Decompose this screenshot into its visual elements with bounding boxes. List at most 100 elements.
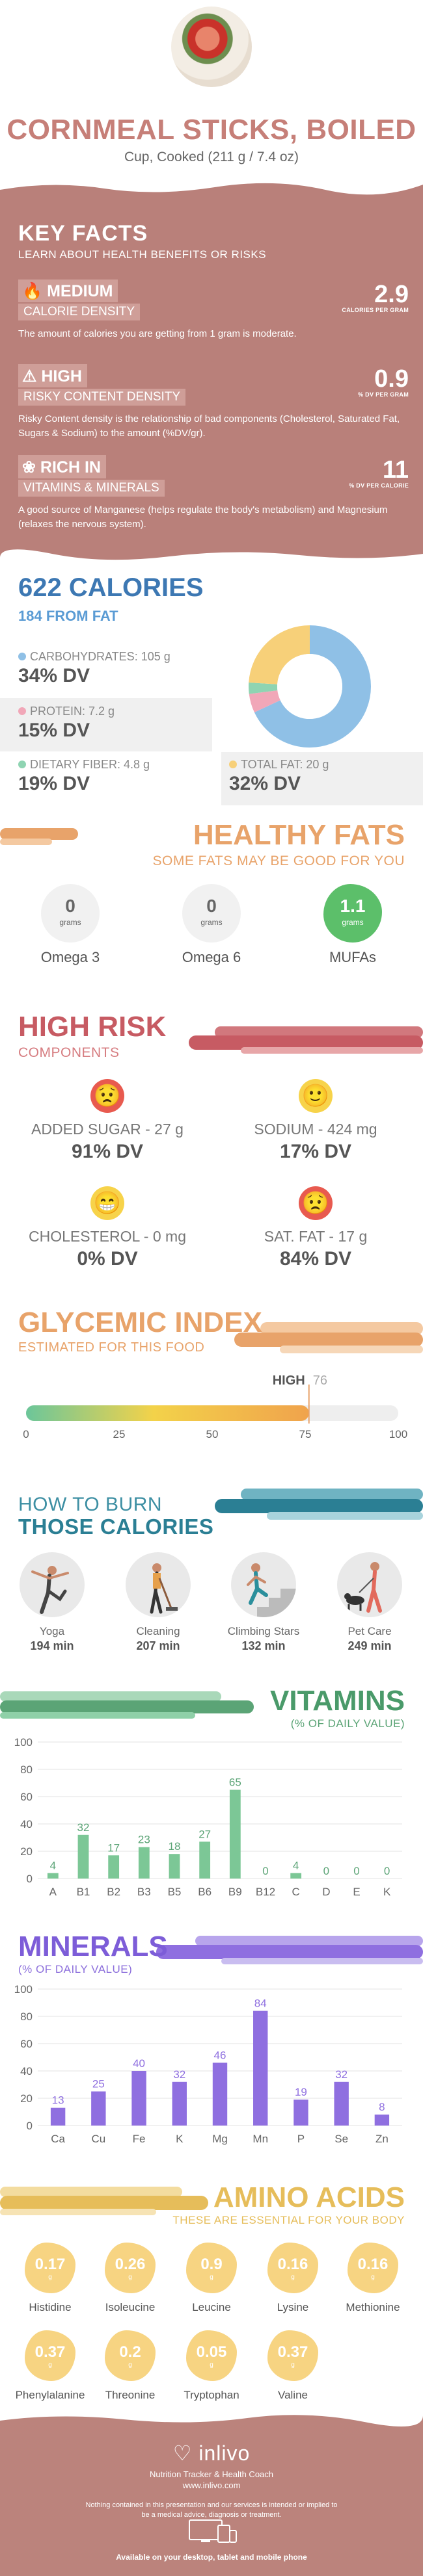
footer-url[interactable]: www.inlivo.com bbox=[182, 2480, 241, 2490]
risky-content-value: 0.9 % DV PER GRAM bbox=[358, 365, 409, 398]
vitamins-category-label-E: E bbox=[353, 1886, 360, 1898]
protein-dot bbox=[18, 707, 26, 715]
vitamins-subtitle: (% OF DAILY VALUE) bbox=[290, 1717, 405, 1730]
amino-lysine: 0.16 g Lysine bbox=[257, 2243, 329, 2314]
minerals-bar-Mn bbox=[253, 2010, 268, 2126]
minerals-value-label-K: 32 bbox=[173, 2068, 185, 2081]
risky-content-label: RISKY CONTENT DENSITY bbox=[18, 389, 186, 406]
vitamins-minerals-block: ❀ RICH IN VITAMINS & MINERALS A good sou… bbox=[18, 455, 409, 532]
fat-dot bbox=[229, 761, 237, 768]
high-risk-decoration bbox=[189, 1026, 423, 1054]
activity-yoga: Yoga 194 min bbox=[10, 1552, 94, 1653]
glycemic-gauge: HIGH 76 0 25 50 75 100 bbox=[23, 1373, 407, 1440]
vitamins-value-label-B5: 18 bbox=[169, 1840, 181, 1853]
glycemic-value: 76 bbox=[313, 1373, 327, 1388]
amino-title: AMINO ACIDS bbox=[213, 2181, 405, 2213]
footer-disclaimer: Nothing contained in this presentation a… bbox=[85, 2501, 338, 2519]
stairs-icon bbox=[231, 1552, 296, 1617]
calorie-density-level: 🔥 MEDIUM bbox=[18, 280, 118, 302]
amino-valine: 0.37 g Valine bbox=[257, 2330, 329, 2402]
glycemic-tick-label: 25 bbox=[113, 1428, 126, 1440]
vitamins-category-label-C: C bbox=[292, 1886, 300, 1898]
donut-slice-fat bbox=[249, 625, 371, 748]
vitamins-category-label-B12: B12 bbox=[256, 1886, 275, 1898]
warning-icon: ⚠ bbox=[22, 367, 37, 385]
high-risk-title: HIGH RISK bbox=[18, 1011, 167, 1043]
carbohydrates-dot bbox=[18, 653, 26, 660]
minerals-bar-P bbox=[293, 2100, 308, 2126]
fat-omega6: 0 grams Omega 6 bbox=[163, 884, 260, 966]
fat-omega3: 0 grams Omega 3 bbox=[21, 884, 119, 966]
minerals-value-label-Cu: 25 bbox=[92, 2078, 105, 2090]
footer-tagline: Nutrition Tracker & Health Coach bbox=[149, 2469, 274, 2479]
vitamins-category-label-B3: B3 bbox=[137, 1886, 151, 1898]
heart-icon: ♡ bbox=[172, 2441, 193, 2465]
vitamins-value-label-B6: 27 bbox=[198, 1828, 211, 1840]
mufas-circle: 1.1 grams bbox=[323, 884, 382, 943]
vitamins-minerals-value: 11 % DV PER CALORIE bbox=[349, 456, 409, 489]
calorie-density-description: The amount of calories you are getting f… bbox=[18, 328, 297, 339]
footer: ♡ inlivo Nutrition Tracker & Health Coac… bbox=[0, 2428, 423, 2576]
minerals-category-label-Se: Se bbox=[334, 2133, 348, 2145]
vitamins-bar-B1 bbox=[77, 1834, 89, 1879]
minerals-category-label-P: P bbox=[297, 2133, 305, 2145]
calories-title: 622 CALORIES bbox=[18, 573, 204, 602]
amino-isoleucine: 0.26 g Isoleucine bbox=[94, 2243, 166, 2314]
glycemic-tick-label: 0 bbox=[23, 1428, 29, 1440]
inlivo-logo[interactable]: ♡ inlivo bbox=[172, 2441, 251, 2465]
healthy-fats-subtitle: SOME FATS MAY BE GOOD FOR YOU bbox=[152, 853, 405, 868]
glycemic-subtitle: ESTIMATED FOR THIS FOOD bbox=[18, 1340, 205, 1355]
vitamins-y-tick-label: 80 bbox=[20, 1763, 33, 1776]
macro-carbohydrates: CARBOHYDRATES: 105 g 34% DV bbox=[18, 650, 171, 686]
sad-face-icon: 😟 bbox=[299, 1186, 333, 1220]
minerals-y-tick-label: 60 bbox=[20, 2038, 33, 2050]
glycemic-title: GLYCEMIC INDEX bbox=[18, 1307, 262, 1338]
vitamins-value-label-C: 4 bbox=[293, 1860, 299, 1872]
vitamins-value-label-B9: 65 bbox=[229, 1776, 241, 1789]
vitamins-bar-B3 bbox=[138, 1847, 150, 1879]
vitamins-bar-C bbox=[290, 1873, 302, 1879]
key-facts-subtitle: LEARN ABOUT HEALTH BENEFITS OR RISKS bbox=[18, 248, 267, 261]
amino-leucine: 0.9 g Leucine bbox=[176, 2243, 247, 2314]
vitamins-bar-A bbox=[47, 1873, 59, 1879]
donut-hole bbox=[277, 654, 342, 719]
devices-icon bbox=[189, 2519, 237, 2543]
minerals-decoration bbox=[156, 1936, 423, 1964]
vitamins-value-label-K: 0 bbox=[384, 1865, 390, 1877]
macro-fiber: DIETARY FIBER: 4.8 g 19% DV bbox=[18, 758, 150, 794]
vitamins-bar-B2 bbox=[108, 1855, 120, 1879]
smile-face-icon: 🙂 bbox=[299, 1079, 333, 1113]
minerals-bar-Zn bbox=[374, 2114, 390, 2126]
minerals-value-label-Se: 32 bbox=[335, 2068, 348, 2081]
amino-decoration bbox=[0, 2187, 208, 2215]
vitamins-category-label-D: D bbox=[322, 1886, 330, 1898]
vitamins-bar-B9 bbox=[229, 1789, 241, 1879]
risk-cholesterol: 😁 CHOLESTEROL - 0 mg 0% DV bbox=[10, 1186, 205, 1270]
amino-methionine: 0.16 g Methionine bbox=[337, 2243, 409, 2314]
yoga-icon bbox=[20, 1552, 85, 1617]
vitamins-y-tick-label: 20 bbox=[20, 1845, 33, 1858]
vitamins-y-tick-label: 0 bbox=[27, 1873, 33, 1885]
vitamins-value-label-E: 0 bbox=[353, 1865, 359, 1877]
vitamins-y-tick-label: 100 bbox=[14, 1736, 33, 1749]
donut-slice-fiber bbox=[249, 625, 371, 748]
calories-from-fat: 184 FROM FAT bbox=[18, 608, 118, 624]
fiber-dot bbox=[18, 761, 26, 768]
protein-band bbox=[0, 698, 212, 751]
vitamins-decoration bbox=[0, 1691, 254, 1719]
amino-subtitle: THESE ARE ESSENTIAL FOR YOUR BODY bbox=[172, 2214, 405, 2226]
healthy-fats-title: HEALTHY FATS bbox=[193, 819, 405, 851]
macro-fat: TOTAL FAT: 20 g 32% DV bbox=[229, 758, 329, 794]
vitamins-minerals-description: A good source of Manganese (helps regula… bbox=[18, 504, 388, 530]
food-title: CORNMEAL STICKS, BOILED bbox=[7, 114, 416, 146]
minerals-y-tick-label: 0 bbox=[27, 2120, 33, 2132]
minerals-value-label-Ca: 13 bbox=[52, 2094, 64, 2107]
risk-sat-fat: 😟 SAT. FAT - 17 g 84% DV bbox=[218, 1186, 413, 1270]
key-facts-title: KEY FACTS bbox=[18, 221, 148, 246]
risky-content-description: Risky Content density is the relationshi… bbox=[18, 413, 400, 439]
minerals-category-label-Ca: Ca bbox=[51, 2133, 65, 2145]
activity-pet-care: Pet Care 249 min bbox=[327, 1552, 412, 1653]
vitamins-bar-B6 bbox=[199, 1841, 211, 1879]
vitamins-title: VITAMINS bbox=[270, 1685, 405, 1717]
